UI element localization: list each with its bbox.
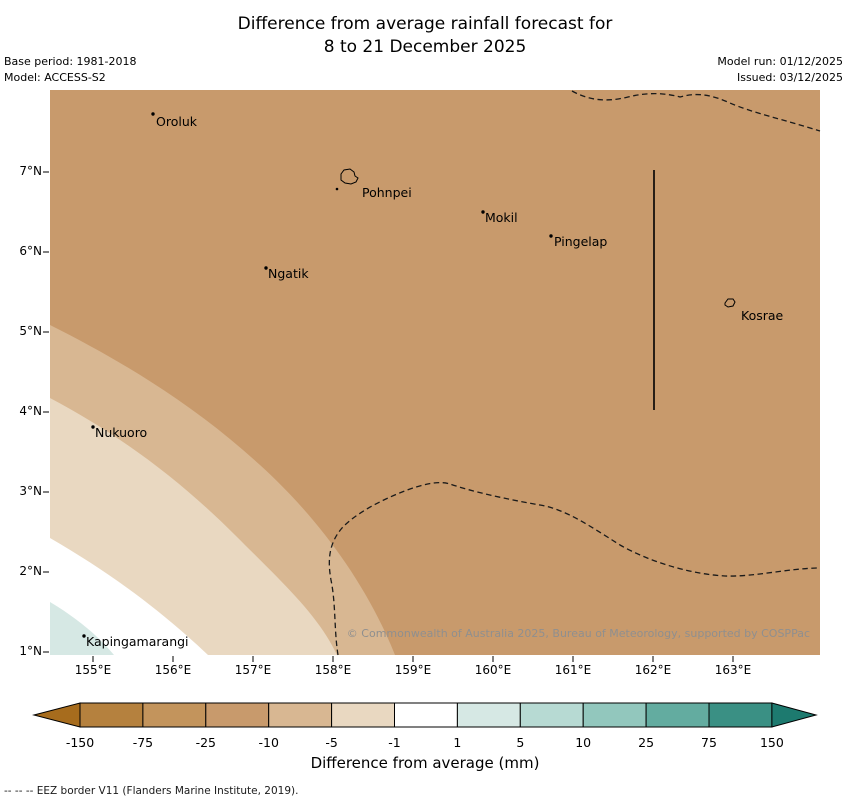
colorbar-segment: [708, 702, 773, 728]
colorbar-tick-label: -150: [66, 735, 94, 750]
colorbar-segment: [331, 702, 396, 728]
x-axis-tick-label: 163°E: [714, 663, 752, 677]
colorbar-tick-label: -1: [388, 735, 400, 750]
island-marker: [91, 425, 95, 429]
colorbar-tick-label: -5: [325, 735, 337, 750]
x-axis-tick-label: 162°E: [634, 663, 672, 677]
colorbar-axis-label: Difference from average (mm): [310, 754, 540, 772]
y-axis: 7°N 6°N 5°N 4°N 3°N 2°N 1°N: [0, 0, 46, 700]
colorbar-tick-label: 5: [516, 735, 524, 750]
pohnpei-islet-marker: [335, 187, 339, 191]
y-axis-tick-label: 7°N: [19, 164, 42, 178]
place-label: Pohnpei: [362, 185, 412, 200]
island-marker: [151, 112, 155, 116]
island-marker: [82, 634, 86, 638]
title-line1: Difference from average rainfall forecas…: [237, 14, 613, 34]
colorbar-tick-label: 150: [760, 735, 784, 750]
colorbar-tick-label: 75: [701, 735, 717, 750]
colorbar-legend: -150 -75 -25 -10 -5 -1 1 5 10 25 75 150: [32, 702, 818, 750]
axis-ticks: [43, 171, 734, 662]
place-label: Kapingamarangi: [86, 634, 189, 649]
eez-border-lines: [328, 90, 821, 656]
place-labels-layer: Oroluk Pohnpei Mokil Pingelap Ngatik Kosrae Nu…: [82, 112, 784, 649]
colorbar-tick-label: 25: [638, 735, 654, 750]
colorbar-right-arrow: [771, 702, 818, 728]
base-period-text: Base period: 1981-2018: [4, 55, 137, 68]
map-canvas: Oroluk Pohnpei Mokil Pingelap Ngatik Kosrae Nu…: [43, 90, 821, 662]
colorbar-segment: [79, 702, 144, 728]
colorbar-tick-label: -10: [258, 735, 278, 750]
island-marker: [264, 266, 268, 270]
page-title: Difference from average rainfall forecas…: [0, 13, 850, 59]
contour-band-zero: [50, 538, 208, 655]
x-axis-tick-label: 159°E: [394, 663, 432, 677]
y-axis-tick-label: 4°N: [19, 404, 42, 418]
x-axis: 155°E 156°E 157°E 158°E 159°E 160°E 161°E 162°E…: [74, 663, 752, 677]
model-run-text: Model run: 01/12/2025: [717, 55, 843, 68]
colorbar-segment: [142, 702, 207, 728]
colorbar-segment: [394, 702, 458, 728]
colorbar-segment: [205, 702, 270, 728]
x-axis-tick-label: 155°E: [74, 663, 112, 677]
colorbar-segment: [645, 702, 710, 728]
place-label: Nukuoro: [95, 425, 147, 440]
header-left: Base period: 1981-2018 Model: ACCESS-S2: [4, 54, 136, 86]
island-marker: [549, 234, 553, 238]
x-axis-tick-label: 157°E: [234, 663, 272, 677]
colorbar-segment: [582, 702, 647, 728]
title-line2: 8 to 21 December 2025: [323, 37, 527, 57]
colorbar-segment: [519, 702, 584, 728]
contour-band-plus1: [50, 602, 114, 655]
y-axis-tick-label: 2°N: [19, 564, 42, 578]
model-name-text: Model: ACCESS-S2: [4, 71, 106, 84]
place-label: Ngatik: [268, 266, 309, 281]
issued-date-text: Issued: 03/12/2025: [736, 71, 843, 84]
colorbar-tick-label: 10: [575, 735, 591, 750]
pohnpei-island-outline: [340, 168, 359, 185]
colorbar-tick-label: -75: [133, 735, 153, 750]
place-label: Pingelap: [554, 234, 607, 249]
island-marker: [481, 210, 485, 214]
y-axis-tick-label: 1°N: [19, 644, 42, 658]
eez-footnote: -- -- -- EEZ border V11 (Flanders Marine…: [4, 785, 299, 797]
colorbar-tick-label: 1: [453, 735, 461, 750]
place-label: Oroluk: [156, 114, 198, 129]
place-label: Mokil: [485, 210, 518, 225]
header-right: Model run: 01/12/2025 Issued: 03/12/2025: [717, 54, 843, 86]
colorbar-left-arrow: [32, 702, 81, 728]
copyright-note: © Commonwealth of Australia 2025, Bureau…: [346, 627, 810, 640]
colorbar-segment: [456, 702, 521, 728]
x-axis-tick-label: 156°E: [154, 663, 192, 677]
colorbar-tick-label: -25: [196, 735, 216, 750]
x-axis-tick-label: 158°E: [314, 663, 352, 677]
island-outlines: [335, 168, 736, 308]
x-axis-tick-label: 160°E: [474, 663, 512, 677]
y-axis-tick-label: 3°N: [19, 484, 42, 498]
place-label: Kosrae: [741, 308, 784, 323]
colorbar-segment: [268, 702, 333, 728]
y-axis-tick-label: 6°N: [19, 244, 42, 258]
y-axis-tick-label: 5°N: [19, 324, 42, 338]
eez-border-north: [571, 90, 821, 132]
x-axis-tick-label: 161°E: [554, 663, 592, 677]
kosrae-island-outline: [724, 298, 736, 308]
